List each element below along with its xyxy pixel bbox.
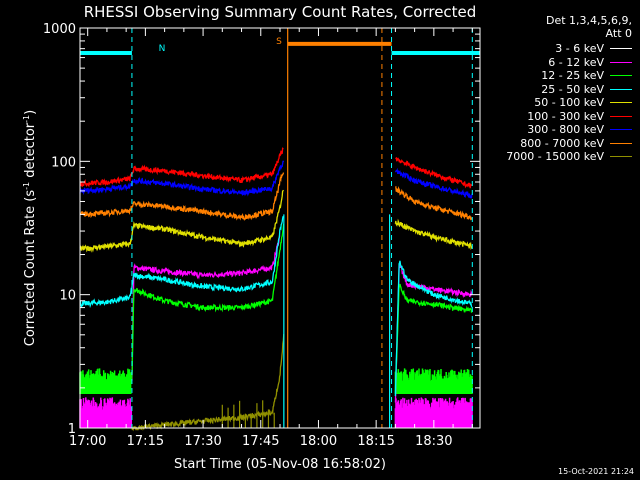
legend-swatch-4 <box>610 102 632 103</box>
legend-entry-1: 6 - 12 keV <box>548 56 632 69</box>
legend-label-3: 25 - 50 keV <box>541 82 604 96</box>
legend-label-4: 50 - 100 keV <box>534 96 604 109</box>
x-tick-label-0: 17:00 <box>69 434 106 449</box>
legend-label-6: 300 - 800 keV <box>527 123 604 136</box>
x-tick-label-3: 17:45 <box>242 434 279 449</box>
chart-title: RHESSI Observing Summary Count Rates, Co… <box>84 3 477 21</box>
legend-label-7: 800 - 7000 keV <box>520 136 604 150</box>
legend-swatch-2 <box>610 75 632 76</box>
legend-entry-6: 300 - 800 keV <box>527 123 632 136</box>
noise-band-1-1 <box>394 397 473 428</box>
x-tick-label-1: 17:15 <box>127 434 164 449</box>
series-line-post-1 <box>394 283 473 394</box>
series-line-post-5 <box>394 167 473 199</box>
series-line-pre-1 <box>131 235 281 381</box>
series-line-pre-5 <box>80 147 284 188</box>
north-flag-label: N <box>159 44 166 54</box>
legend-label-8: 7000 - 15000 keV <box>506 150 604 163</box>
legend-label-2: 12 - 25 keV <box>541 69 604 82</box>
series-line-post-0 <box>394 263 473 403</box>
legend-label-0: 3 - 6 keV <box>555 42 604 55</box>
legend-swatch-3 <box>610 88 632 90</box>
series-line-post-3 <box>394 218 473 251</box>
legend-swatch-8 <box>610 156 632 157</box>
series-line-pre-4 <box>79 189 285 253</box>
legend-entry-3: 25 - 50 keV <box>541 83 632 96</box>
legend-entry-2: 12 - 25 keV <box>541 69 632 82</box>
legend-entry-8: 7000 - 15000 keV <box>506 150 632 163</box>
legend-entry-0: 3 - 6 keV <box>555 42 632 55</box>
timestamp: 15-Oct-2021 21:24 <box>558 467 634 476</box>
legend-header-1: Det 1,3,4,5,6,9, <box>545 14 632 27</box>
legend-swatch-6 <box>610 129 632 130</box>
series-line-pre-2 <box>79 223 285 384</box>
noise-band-0-1 <box>394 368 473 394</box>
legend-entry-4: 50 - 100 keV <box>534 96 632 109</box>
legend-swatch-5 <box>610 115 632 117</box>
legend-swatch-7 <box>610 142 632 144</box>
y-tick-label-3: 1000 <box>43 22 76 37</box>
y-axis-label: Corrected Count Rate (s-1 detector-1) <box>22 110 38 346</box>
ticks-layer: 17:00 17:15 17:30 17:45 18:00 18:15 18:30 1 10 10… <box>43 22 480 449</box>
flags-layer <box>80 28 480 428</box>
legend-label-1: 6 - 12 keV <box>548 55 604 69</box>
series-line-post-2 <box>394 260 473 397</box>
legend-entry-5: 100 - 300 keV <box>527 110 632 123</box>
legend-entry-7: 800 - 7000 keV <box>520 137 632 150</box>
series-line-pre-7 <box>79 172 285 221</box>
y-tick-label-1: 10 <box>59 289 76 304</box>
series-line-pre-8 <box>131 333 285 432</box>
south-flag-label: S <box>276 37 282 47</box>
series-lines <box>79 147 473 432</box>
series-line-post-4 <box>395 156 473 189</box>
series-line-pre-6 <box>79 160 285 197</box>
series-line-pre-3 <box>79 216 285 309</box>
x-axis-label: Start Time (05-Nov-08 16:58:02) <box>174 457 386 472</box>
series-line-post-6 <box>395 185 473 221</box>
legend-header-2: Att 0 <box>605 27 632 40</box>
legend-swatch-1 <box>610 61 632 63</box>
y-tick-label-0: 1 <box>68 422 76 437</box>
x-tick-label-5: 18:15 <box>357 434 394 449</box>
x-tick-label-4: 18:00 <box>300 434 337 449</box>
legend-label-5: 100 - 300 keV <box>527 109 604 123</box>
y-tick-label-2: 100 <box>51 155 76 170</box>
x-tick-label-2: 17:30 <box>184 434 221 449</box>
legend-swatch-0 <box>610 48 632 49</box>
x-tick-label-6: 18:30 <box>415 434 452 449</box>
